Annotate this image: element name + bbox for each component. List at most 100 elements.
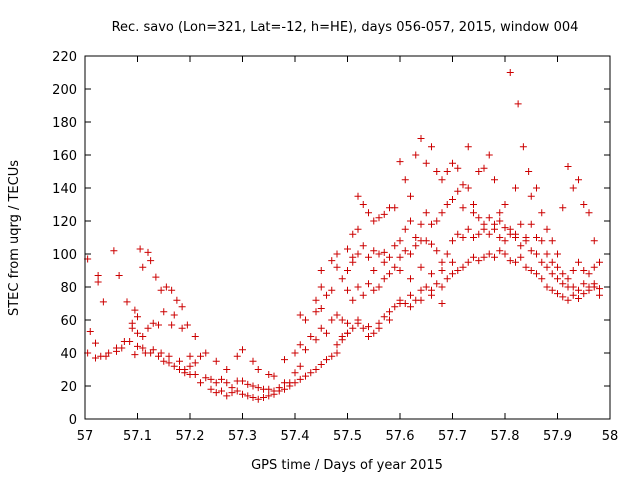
data-point [575, 258, 582, 266]
data-point [291, 369, 299, 377]
data-point [485, 214, 493, 222]
data-point [449, 237, 456, 245]
data-point [354, 225, 362, 233]
data-point [548, 237, 556, 245]
data-point [354, 250, 362, 258]
data-point [365, 253, 372, 261]
data-point [501, 201, 509, 208]
data-point [525, 168, 533, 175]
data-point [407, 275, 414, 283]
data-point [538, 237, 546, 245]
data-point [485, 230, 493, 238]
data-point [412, 234, 420, 241]
plot-frame [84, 55, 611, 420]
data-point [152, 273, 160, 281]
data-points [84, 69, 603, 403]
data-point [186, 352, 194, 360]
data-point [533, 250, 540, 258]
data-point [323, 329, 330, 337]
data-point [454, 187, 462, 195]
data-point [438, 267, 446, 274]
data-point [512, 258, 519, 266]
data-point [470, 209, 477, 217]
data-point [386, 253, 393, 261]
data-point [223, 392, 231, 400]
data-point [543, 225, 551, 233]
data-point [580, 280, 588, 288]
data-point [181, 369, 189, 377]
data-point [412, 151, 420, 159]
data-point [396, 237, 404, 245]
data-point [386, 308, 393, 316]
data-point [596, 291, 603, 299]
data-point [417, 135, 425, 142]
data-point [422, 237, 430, 245]
data-point [365, 323, 372, 331]
data-point [275, 387, 283, 395]
data-point [312, 296, 320, 304]
data-point [162, 283, 170, 291]
data-point [249, 357, 257, 365]
data-point [590, 237, 598, 245]
data-point [501, 250, 509, 258]
y-tick-label: 220 [52, 50, 77, 65]
data-point [475, 257, 483, 265]
data-point [564, 296, 572, 304]
data-point [527, 247, 535, 255]
data-point [485, 151, 493, 159]
data-point [296, 362, 304, 370]
data-point [417, 286, 425, 294]
data-point [596, 258, 603, 266]
data-point [170, 311, 178, 319]
data-point [459, 234, 467, 241]
data-point [470, 253, 477, 261]
data-point [548, 270, 556, 278]
data-point [375, 324, 383, 332]
data-point [134, 342, 141, 350]
data-point [428, 143, 435, 151]
data-point [391, 303, 399, 311]
data-point [323, 291, 330, 299]
data-point [176, 357, 183, 365]
data-point [170, 362, 178, 370]
data-point [527, 192, 535, 200]
data-point [443, 250, 451, 258]
data-point [407, 250, 414, 258]
data-point [491, 225, 498, 233]
data-point [438, 300, 446, 307]
data-point [575, 286, 582, 294]
data-point [554, 263, 561, 271]
data-point [501, 237, 509, 245]
data-point [407, 291, 414, 299]
x-tick-label: 57.9 [543, 429, 572, 444]
y-tick-label: 120 [52, 215, 77, 230]
data-point [131, 351, 139, 359]
data-point [569, 291, 577, 299]
data-point [354, 192, 362, 200]
data-point [459, 181, 467, 189]
data-point [338, 336, 346, 344]
data-point [417, 263, 425, 271]
y-tick-label: 80 [60, 281, 77, 296]
x-tick-label: 57.1 [123, 429, 152, 444]
data-point [417, 220, 425, 228]
data-point [380, 258, 388, 266]
data-point [155, 321, 162, 329]
data-point [344, 267, 351, 274]
data-point [407, 192, 414, 200]
data-point [506, 230, 514, 238]
data-point [422, 209, 430, 217]
data-point [543, 283, 551, 291]
data-point [338, 275, 346, 283]
data-point [349, 296, 357, 304]
data-point [522, 237, 530, 245]
data-point [596, 285, 603, 293]
data-point [454, 230, 462, 238]
data-point [506, 257, 514, 265]
data-point [433, 247, 441, 255]
data-point [443, 275, 451, 283]
data-point [443, 168, 451, 175]
data-point [590, 263, 598, 271]
data-point [512, 234, 519, 241]
data-point [307, 369, 315, 377]
